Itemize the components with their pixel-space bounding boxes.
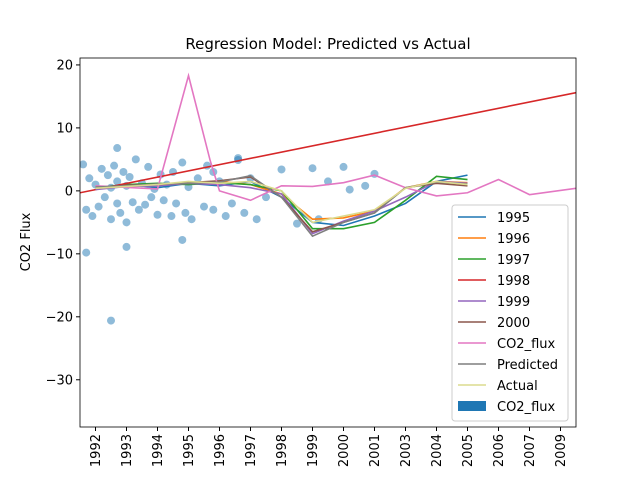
scatter-point: [181, 208, 190, 217]
line: [95, 180, 468, 235]
scatter-point: [113, 177, 122, 186]
x-tick-label: 1992: [89, 434, 104, 467]
scatter-point: [82, 205, 91, 214]
scatter-point: [200, 202, 208, 211]
legend-label: Predicted: [497, 358, 558, 373]
x-tick-label: 2004: [430, 434, 445, 467]
legend-label: 1996: [497, 232, 530, 247]
scatter-point: [361, 181, 370, 190]
scatter-point: [167, 212, 176, 221]
scatter-point: [345, 185, 354, 194]
x-tick-label: 2006: [492, 434, 507, 467]
scatter-point: [153, 210, 162, 219]
scatter-point: [80, 160, 88, 169]
legend: 1995 1996 1997 1998 1999 2000 CO2_flux Predicte…: [451, 204, 569, 422]
scatter-point: [293, 219, 301, 228]
axes-frame: [79, 57, 577, 428]
scatter-point: [122, 218, 131, 227]
chart-title: Regression Model: Predicted vs Actual: [185, 35, 470, 53]
line: [95, 72, 576, 202]
legend-label: 1999: [497, 295, 530, 310]
x-tick-label: 2003: [399, 434, 414, 467]
scatter-point: [113, 199, 122, 208]
legend-label: 1997: [497, 253, 530, 268]
scatter-point: [119, 167, 128, 176]
x-tick-label: 2000: [337, 434, 352, 467]
y-tick-label: −30: [46, 373, 73, 388]
x-tick-label: 1993: [120, 434, 135, 467]
scatter-point: [122, 242, 131, 251]
x-tick-label: 2009: [554, 434, 569, 467]
scatter-point: [107, 316, 115, 325]
scatter-point: [159, 196, 168, 205]
scatter-point: [178, 158, 187, 167]
x-tick-label: 1999: [306, 434, 321, 467]
scatter-point: [262, 193, 270, 202]
scatter-point: [324, 177, 332, 186]
scatter-point: [85, 174, 94, 183]
y-axis-label: CO2 Flux: [19, 212, 34, 271]
scatter-point: [134, 205, 143, 214]
x-tick-label: 2007: [523, 434, 538, 467]
scatter-point: [113, 144, 122, 153]
scatter-point: [227, 199, 236, 208]
scatter-point: [277, 165, 286, 174]
legend-label: 1998: [497, 274, 530, 289]
legend-label: Actual: [497, 379, 538, 394]
scatter-point: [110, 161, 119, 170]
y-tick-label: 0: [65, 184, 73, 199]
scatter-point: [88, 212, 97, 221]
scatter-point: [172, 199, 181, 208]
y-tick-label: 10: [56, 121, 73, 136]
scatter-point: [144, 162, 153, 171]
x-tick-label: 1994: [151, 434, 166, 467]
scatter-point: [131, 155, 140, 164]
legend-label: 2000: [497, 316, 530, 331]
legend-label: CO2_flux: [497, 400, 556, 415]
scatter-point: [178, 235, 187, 244]
scatter-point: [240, 208, 249, 217]
scatter-point: [187, 215, 196, 224]
scatter-point: [141, 200, 150, 209]
x-tick-label: 1997: [244, 434, 259, 467]
y-tick-label: −20: [46, 310, 73, 325]
legend-patch: [458, 401, 486, 411]
scatter-point: [116, 208, 125, 217]
scatter-point: [339, 162, 348, 171]
y-tick-label: 20: [56, 58, 73, 73]
x-tick-label: 2001: [368, 434, 383, 467]
x-tick-label: 1996: [213, 434, 228, 467]
legend-label: CO2_flux: [497, 337, 556, 352]
scatter-point: [107, 215, 115, 224]
legend-label: 1995: [497, 211, 530, 226]
plot-area: [80, 72, 576, 325]
y-tick-label: −10: [46, 247, 73, 262]
scatter-point: [128, 198, 137, 207]
scatter-point: [193, 174, 202, 183]
scatter-point: [209, 205, 218, 214]
scatter-point: [94, 202, 103, 211]
scatter-point: [147, 193, 156, 202]
x-tick-label: 2005: [461, 434, 476, 467]
x-tick-label: 1998: [275, 434, 290, 467]
scatter-point: [97, 164, 106, 173]
scatter-point: [308, 164, 317, 173]
scatter-point: [221, 212, 230, 221]
scatter-point: [252, 215, 261, 224]
line: [95, 180, 468, 224]
scatter-point: [82, 248, 91, 257]
scatter-point: [103, 171, 112, 180]
x-tick-label: 1995: [182, 434, 197, 467]
scatter-point: [125, 173, 134, 182]
scatter-point: [100, 193, 109, 202]
line: [80, 91, 576, 194]
